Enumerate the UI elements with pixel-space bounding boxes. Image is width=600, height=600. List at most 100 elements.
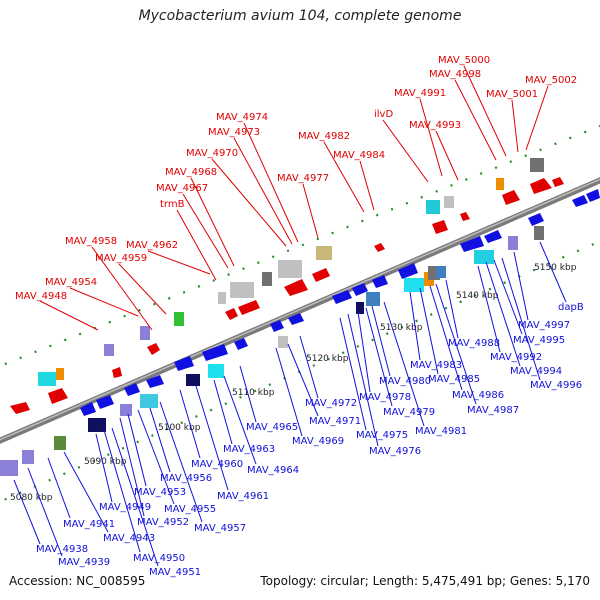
gene-label[interactable]: MAV_4985 <box>428 374 480 385</box>
gene-label[interactable]: MAV_4974 <box>216 112 268 123</box>
gene-label[interactable]: MAV_4965 <box>246 422 298 433</box>
gene-arrow[interactable] <box>112 367 122 378</box>
gene-box[interactable] <box>496 178 504 190</box>
gene-label[interactable]: MAV_4968 <box>165 167 217 178</box>
gene-box[interactable] <box>174 312 184 326</box>
gene-label[interactable]: MAV_4997 <box>518 320 570 331</box>
gene-box[interactable] <box>530 158 544 172</box>
gene-arrow[interactable] <box>238 300 260 315</box>
gene-label[interactable]: MAV_5001 <box>486 89 538 100</box>
gene-arrow[interactable] <box>502 190 520 205</box>
gene-label[interactable]: MAV_4948 <box>15 291 67 302</box>
gene-arrow[interactable] <box>586 189 600 202</box>
gene-label[interactable]: MAV_4984 <box>333 150 385 161</box>
gene-label[interactable]: MAV_4938 <box>36 544 88 555</box>
gene-box[interactable] <box>316 246 332 260</box>
gene-label[interactable]: MAV_4960 <box>191 459 243 470</box>
gene-label[interactable]: MAV_4958 <box>65 236 117 247</box>
gene-arrow[interactable] <box>484 230 502 243</box>
gene-label[interactable]: MAV_4953 <box>134 487 186 498</box>
gene-box[interactable] <box>140 326 150 340</box>
gene-arrow[interactable] <box>528 213 544 226</box>
gene-label[interactable]: MAV_4976 <box>369 446 421 457</box>
gene-box[interactable] <box>436 266 446 278</box>
gene-box[interactable] <box>0 460 18 476</box>
gene-label[interactable]: MAV_4995 <box>513 335 565 346</box>
gene-label[interactable]: MAV_4959 <box>95 253 147 264</box>
gene-label[interactable]: MAV_4978 <box>359 392 411 403</box>
gene-box[interactable] <box>120 404 132 416</box>
gene-label[interactable]: MAV_4972 <box>305 398 357 409</box>
gene-label[interactable]: MAV_4955 <box>164 504 216 515</box>
gene-box[interactable] <box>426 200 440 214</box>
gene-arrow[interactable] <box>284 279 308 296</box>
gene-label[interactable]: MAV_4979 <box>383 407 435 418</box>
gene-label[interactable]: MAV_4961 <box>217 491 269 502</box>
gene-label[interactable]: MAV_4973 <box>208 127 260 138</box>
gene-label[interactable]: MAV_5002 <box>525 75 577 86</box>
gene-box[interactable] <box>474 250 494 264</box>
gene-arrow[interactable] <box>146 375 164 388</box>
gene-box[interactable] <box>22 450 34 464</box>
gene-box[interactable] <box>208 364 224 378</box>
gene-label[interactable]: MAV_4970 <box>186 148 238 159</box>
gene-arrow[interactable] <box>10 402 30 414</box>
gene-box[interactable] <box>262 272 272 286</box>
gene-box[interactable] <box>508 236 518 250</box>
gene-arrow[interactable] <box>202 344 228 361</box>
gene-box[interactable] <box>104 344 114 356</box>
gene-arrow[interactable] <box>372 275 388 288</box>
gene-label[interactable]: MAV_4971 <box>309 416 361 427</box>
gene-box[interactable] <box>88 418 106 432</box>
gene-label[interactable]: MAV_4975 <box>356 430 408 441</box>
gene-box[interactable] <box>140 394 158 408</box>
gene-label[interactable]: MAV_4949 <box>99 502 151 513</box>
gene-label[interactable]: MAV_4980 <box>379 376 431 387</box>
gene-label[interactable]: MAV_4962 <box>126 240 178 251</box>
gene-box[interactable] <box>186 374 200 386</box>
gene-label[interactable]: trmB <box>160 199 185 210</box>
gene-arrow[interactable] <box>572 195 588 207</box>
gene-label[interactable]: MAV_4950 <box>133 553 185 564</box>
gene-label[interactable]: MAV_4941 <box>63 519 115 530</box>
gene-label[interactable]: MAV_4939 <box>58 557 110 568</box>
gene-label[interactable]: dapB <box>558 302 584 313</box>
gene-arrow[interactable] <box>48 388 68 404</box>
gene-arrow[interactable] <box>352 283 368 296</box>
gene-arrow[interactable] <box>398 263 418 279</box>
gene-box[interactable] <box>278 336 288 348</box>
gene-label[interactable]: MAV_4986 <box>452 390 504 401</box>
gene-label[interactable]: MAV_4988 <box>448 338 500 349</box>
gene-label[interactable]: MAV_4991 <box>394 88 446 99</box>
gene-arrow[interactable] <box>374 243 385 252</box>
gene-box[interactable] <box>534 226 544 240</box>
gene-box[interactable] <box>356 302 364 314</box>
gene-box[interactable] <box>366 292 380 306</box>
gene-label[interactable]: MAV_4964 <box>247 465 299 476</box>
gene-arrow[interactable] <box>460 212 470 221</box>
gene-box[interactable] <box>56 368 64 380</box>
gene-label[interactable]: MAV_4957 <box>194 523 246 534</box>
gene-box[interactable] <box>218 292 226 304</box>
gene-label[interactable]: MAV_4951 <box>149 567 201 578</box>
gene-label[interactable]: MAV_4963 <box>223 444 275 455</box>
gene-label[interactable]: MAV_5000 <box>438 55 490 66</box>
gene-arrow[interactable] <box>80 402 96 416</box>
gene-box[interactable] <box>444 196 454 208</box>
gene-label[interactable]: MAV_4969 <box>292 436 344 447</box>
gene-arrow[interactable] <box>530 178 552 194</box>
gene-box[interactable] <box>230 282 254 298</box>
gene-arrow[interactable] <box>288 313 304 325</box>
gene-label[interactable]: MAV_4981 <box>415 426 467 437</box>
gene-label[interactable]: MAV_4982 <box>298 131 350 142</box>
gene-label[interactable]: MAV_4996 <box>530 380 582 391</box>
gene-label[interactable]: MAV_4952 <box>137 517 189 528</box>
gene-arrow[interactable] <box>234 338 248 350</box>
gene-arrow[interactable] <box>552 177 564 187</box>
gene-arrow[interactable] <box>460 236 484 252</box>
gene-arrow[interactable] <box>147 343 160 355</box>
gene-arrow[interactable] <box>312 268 330 282</box>
gene-arrow[interactable] <box>174 356 194 371</box>
gene-arrow[interactable] <box>432 220 448 234</box>
